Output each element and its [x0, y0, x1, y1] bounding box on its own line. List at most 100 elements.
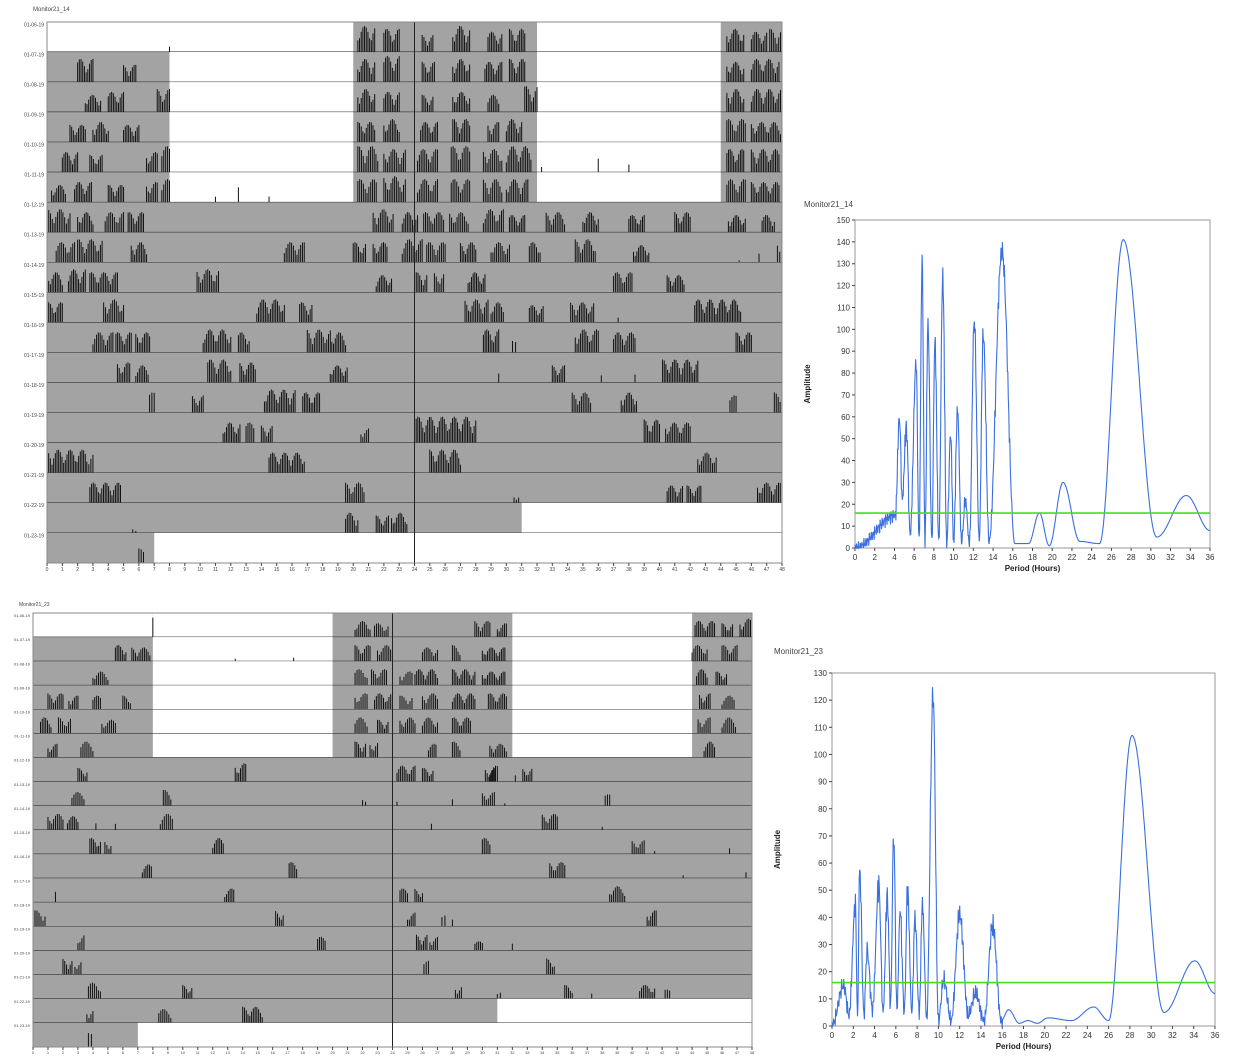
x-tick-label: 16 — [998, 1031, 1007, 1040]
x-tick-label: 20 — [1048, 553, 1057, 562]
y-tick-label: 0 — [846, 544, 851, 553]
date-label: 01-13-19 — [14, 782, 31, 787]
x-tick-label: 45 — [733, 567, 739, 573]
x-tick-label: 36 — [1206, 553, 1215, 562]
x-tick-label: 32 — [1166, 553, 1175, 562]
x-tick-label: 28 — [1125, 1031, 1134, 1040]
y-tick-label: 70 — [841, 391, 850, 400]
x-tick-label: 8 — [168, 567, 171, 573]
light-phase-block — [169, 52, 354, 83]
x-tick-label: 41 — [672, 567, 678, 573]
y-tick-label: 90 — [818, 778, 827, 787]
date-label: 01-10-19 — [14, 710, 31, 715]
x-tick-label: 12 — [211, 1050, 216, 1055]
x-tick-label: 38 — [626, 567, 632, 573]
light-phase-block — [537, 172, 721, 203]
x-tick-label: 28 — [1127, 553, 1136, 562]
x-tick-label: 8 — [152, 1050, 155, 1055]
x-tick-label: 5 — [122, 567, 125, 573]
x-tick-label: 26 — [420, 1050, 425, 1055]
x-tick-label: 14 — [989, 553, 998, 562]
light-phase-block — [512, 637, 693, 662]
x-tick-label: 18 — [1019, 1031, 1028, 1040]
x-tick-label: 41 — [645, 1050, 650, 1055]
y-tick-label: 70 — [818, 832, 827, 841]
x-tick-label: 39 — [615, 1050, 620, 1055]
x-tick-label: 26 — [1107, 553, 1116, 562]
x-tick-label: 15 — [274, 567, 280, 573]
x-tick-label: 36 — [1211, 1031, 1220, 1040]
date-label: 01-19-19 — [24, 413, 44, 419]
y-tick-label: 90 — [841, 347, 850, 356]
x-tick-label: 6 — [137, 567, 140, 573]
x-tick-label: 10 — [949, 553, 958, 562]
date-label: 01-07-19 — [24, 52, 44, 58]
x-tick-label: 40 — [630, 1050, 635, 1055]
light-phase-block — [152, 709, 333, 734]
x-tick-label: 33 — [525, 1050, 530, 1055]
x-tick-label: 29 — [488, 567, 494, 573]
periodogram-line — [831, 687, 1215, 1027]
y-tick-label: 80 — [841, 369, 850, 378]
light-phase-block — [152, 661, 333, 686]
x-tick-label: 20 — [350, 567, 356, 573]
x-tick-label: 27 — [435, 1050, 440, 1055]
date-label: 01-11-19 — [24, 173, 44, 179]
actogram-monitor21-14: Monitor21_14 01-06-19 01-07-19 01-08-19 01-0… — [0, 0, 790, 575]
x-tick-label: 2 — [872, 553, 877, 562]
x-tick-label: 12 — [969, 553, 978, 562]
x-tick-label: 45 — [705, 1050, 710, 1055]
x-tick-label: 40 — [657, 567, 663, 573]
x-tick-label: 43 — [675, 1050, 680, 1055]
x-tick-label: 18 — [1028, 553, 1037, 562]
date-label: 01-09-19 — [24, 112, 44, 118]
y-tick-label: 40 — [818, 913, 827, 922]
light-phase-block — [512, 661, 693, 686]
x-tick-label: 31 — [495, 1050, 500, 1055]
y-tick-label: 110 — [814, 723, 827, 732]
x-tick-label: 22 — [381, 567, 387, 573]
x-tick-label: 4 — [92, 1050, 95, 1055]
periodogram-line — [854, 239, 1210, 550]
x-tick-label: 10 — [197, 567, 203, 573]
x-tick-label: 4 — [872, 1031, 877, 1040]
x-tick-label: 36 — [570, 1050, 575, 1055]
x-tick-label: 10 — [181, 1050, 186, 1055]
date-label: 01-21-19 — [24, 473, 44, 479]
x-tick-label: 11 — [196, 1050, 201, 1055]
date-label: 01-13-19 — [24, 233, 44, 239]
x-tick-label: 8 — [915, 1031, 920, 1040]
x-tick-label: 32 — [1168, 1031, 1177, 1040]
y-tick-label: 120 — [814, 696, 828, 705]
x-tick-label: 14 — [240, 1050, 245, 1055]
y-tick-label: 60 — [818, 859, 827, 868]
date-label: 01-06-19 — [24, 22, 44, 28]
light-phase-block — [512, 613, 693, 638]
x-tick-label: 24 — [412, 567, 418, 573]
x-tick-label: 48 — [750, 1050, 755, 1055]
x-tick-label: 7 — [153, 567, 156, 573]
x-tick-label: 1 — [47, 1050, 50, 1055]
x-tick-label: 30 — [1146, 553, 1155, 562]
y-tick-label: 50 — [841, 435, 850, 444]
date-label: 01-10-19 — [24, 143, 44, 149]
x-tick-label: 30 — [480, 1050, 485, 1055]
x-tick-label: 24 — [390, 1050, 395, 1055]
light-phase-block — [537, 22, 721, 53]
periodogram-title: Monitor21_14 — [804, 200, 853, 209]
actogram-title: Monitor21_14 — [33, 7, 70, 13]
x-tick-label: 34 — [1189, 1031, 1198, 1040]
x-tick-label: 26 — [1104, 1031, 1113, 1040]
x-tick-label: 30 — [504, 567, 510, 573]
date-label: 01-08-19 — [14, 661, 31, 666]
y-tick-label: 20 — [841, 500, 850, 509]
light-phase-block — [169, 112, 354, 143]
x-tick-label: 27 — [458, 567, 464, 573]
x-tick-label: 11 — [213, 567, 218, 573]
unrecorded-block — [137, 1022, 752, 1047]
unrecorded-block — [47, 22, 170, 53]
y-tick-label: 130 — [814, 669, 828, 678]
x-tick-label: 9 — [167, 1050, 170, 1055]
date-label: 01-20-19 — [24, 443, 44, 449]
x-tick-label: 6 — [894, 1031, 899, 1040]
